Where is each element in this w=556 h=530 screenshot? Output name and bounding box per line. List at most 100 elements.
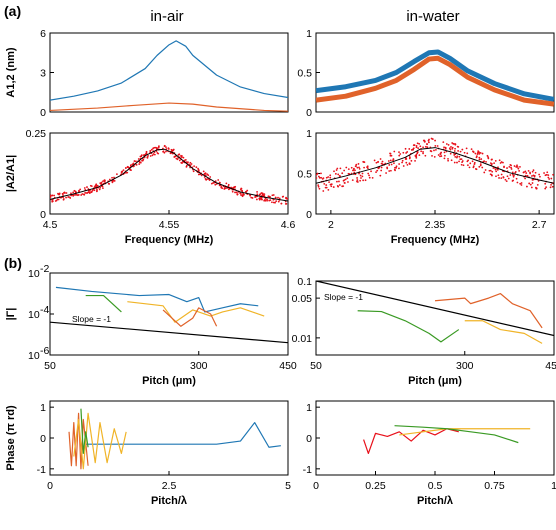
data-point — [362, 179, 365, 182]
data-point — [271, 194, 274, 197]
data-point — [548, 178, 551, 180]
data-point — [531, 170, 534, 173]
data-point — [155, 146, 158, 149]
data-point — [177, 153, 180, 156]
data-point — [263, 193, 266, 196]
data-point — [316, 177, 318, 179]
data-point — [426, 146, 429, 149]
data-point — [351, 179, 354, 182]
data-point — [516, 164, 518, 167]
data-point — [406, 151, 409, 153]
data-point — [544, 182, 547, 185]
data-point — [536, 184, 539, 186]
data-point — [101, 185, 104, 188]
data-point — [202, 170, 205, 173]
data-point — [450, 145, 452, 148]
data-point — [82, 193, 85, 196]
data-point — [263, 199, 266, 201]
series-green-line — [80, 408, 89, 455]
data-layer — [316, 49, 554, 107]
data-point — [533, 175, 536, 178]
x-tick-label: 0 — [313, 480, 319, 492]
y-tick-label: 0.05 — [292, 293, 313, 305]
data-point — [359, 179, 362, 182]
data-point — [510, 166, 512, 169]
data-point — [466, 152, 469, 155]
series-yellow-line — [464, 320, 543, 344]
data-point — [360, 177, 362, 179]
data-point — [227, 183, 230, 186]
data-point — [389, 154, 392, 157]
series-red-points — [316, 137, 554, 192]
fit-curve-line — [316, 147, 554, 184]
data-point — [316, 173, 318, 176]
data-point — [133, 160, 136, 162]
data-point — [51, 200, 54, 202]
x-tick-label: 2 — [328, 219, 334, 231]
data-point — [78, 189, 80, 192]
data-point — [392, 158, 395, 161]
data-point — [69, 197, 72, 199]
data-point — [277, 200, 280, 203]
data-point — [131, 163, 134, 166]
data-point — [269, 199, 272, 202]
data-point — [356, 181, 359, 183]
data-layer — [363, 425, 531, 455]
data-point — [532, 169, 535, 172]
data-point — [516, 181, 519, 184]
data-point — [242, 192, 245, 195]
data-point — [184, 158, 187, 161]
data-point — [498, 159, 501, 162]
data-point — [528, 182, 531, 185]
data-point — [176, 158, 179, 161]
data-point — [150, 148, 153, 151]
data-point — [434, 139, 436, 142]
y-tick-label: 0 — [306, 107, 312, 119]
data-point — [329, 174, 332, 177]
data-point — [509, 174, 512, 176]
data-point — [141, 159, 143, 162]
x-tick-label: 300 — [456, 360, 474, 372]
data-point — [321, 178, 324, 180]
data-point — [255, 198, 258, 201]
data-point — [102, 187, 104, 190]
data-point — [479, 151, 482, 154]
data-point — [529, 172, 532, 175]
data-layer — [316, 281, 554, 344]
data-point — [181, 162, 183, 165]
data-point — [162, 150, 164, 153]
data-layer — [50, 40, 288, 112]
data-point — [526, 185, 528, 188]
data-point — [483, 171, 486, 174]
data-point — [65, 192, 68, 194]
data-point — [380, 166, 383, 169]
data-point — [477, 150, 480, 153]
x-tick-label: 4.6 — [281, 219, 296, 231]
data-point — [513, 165, 516, 167]
data-point — [547, 174, 550, 177]
data-point — [272, 201, 275, 204]
data-point — [485, 160, 487, 163]
data-point — [466, 164, 469, 167]
axes-frame — [49, 132, 289, 215]
data-point — [210, 182, 213, 185]
data-point — [458, 155, 461, 158]
x-tick-label: 300 — [190, 360, 208, 372]
data-point — [430, 137, 433, 140]
column-title-in-air: in-air — [150, 8, 183, 25]
data-point — [363, 161, 365, 164]
data-point — [277, 196, 279, 199]
data-point — [379, 174, 382, 177]
y-tick-label: 10 — [28, 309, 40, 321]
data-point — [489, 169, 492, 172]
data-point — [345, 166, 348, 169]
data-point — [526, 174, 529, 177]
data-point — [108, 178, 111, 181]
data-point — [200, 174, 203, 177]
data-point — [459, 150, 462, 153]
data-point — [398, 163, 401, 165]
data-point — [359, 174, 362, 177]
data-point — [90, 185, 93, 188]
data-point — [410, 159, 413, 162]
data-point — [62, 191, 65, 194]
